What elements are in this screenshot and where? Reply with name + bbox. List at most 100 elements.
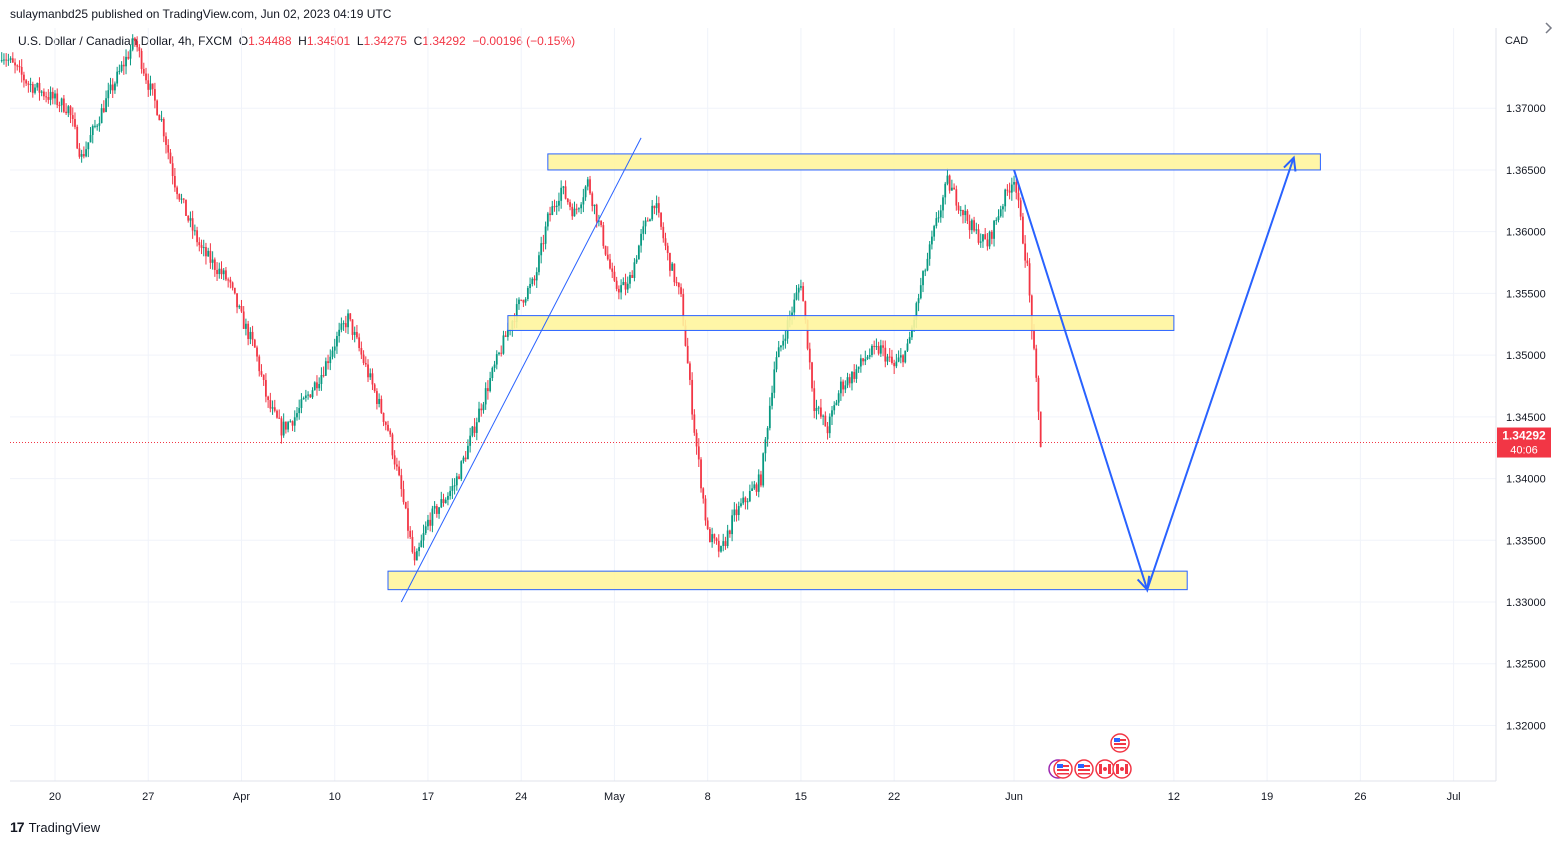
chart-grid	[10, 28, 1496, 781]
candle-body	[835, 402, 838, 406]
candle-body	[107, 90, 110, 99]
x-tick-label: 12	[1168, 791, 1180, 803]
candle	[49, 86, 52, 106]
candle-body	[373, 384, 376, 392]
candle	[760, 470, 762, 488]
candle	[919, 277, 922, 300]
candle	[578, 207, 580, 213]
candle	[882, 340, 884, 357]
candle	[489, 371, 492, 393]
scroll-right-icon[interactable]	[1545, 22, 1553, 34]
candle	[502, 330, 505, 355]
symbol-name[interactable]: U.S. Dollar / Canadian Dollar, 4h, FXCM	[18, 34, 233, 48]
candle-body	[23, 74, 25, 81]
candle	[504, 331, 507, 338]
low-value: 1.34275	[363, 34, 407, 48]
candle	[320, 367, 323, 391]
candle	[955, 185, 958, 211]
trendline[interactable]	[400, 137, 642, 603]
candle-body	[815, 407, 818, 412]
candle-body	[96, 125, 99, 127]
candle-body	[249, 331, 252, 340]
candle	[811, 361, 813, 392]
candle	[316, 375, 318, 396]
candle-body	[371, 373, 374, 385]
candle	[975, 222, 978, 235]
candle-body	[908, 337, 911, 344]
candle	[100, 103, 103, 124]
projection-path[interactable]	[1013, 157, 1295, 593]
candle-body	[722, 541, 725, 546]
candle-body	[498, 352, 500, 355]
candle-body	[828, 416, 831, 434]
tradingview-branding[interactable]: 17 TradingView	[10, 819, 100, 835]
x-tick-label: 10	[329, 791, 341, 803]
candle	[713, 533, 716, 544]
candle-body	[282, 421, 285, 436]
candle	[31, 81, 34, 98]
candle-body	[429, 519, 432, 526]
candle-body	[968, 220, 971, 231]
candle	[74, 112, 76, 130]
candle	[56, 88, 59, 109]
candle	[62, 95, 65, 114]
candle	[347, 309, 349, 335]
last-price-box	[1497, 427, 1551, 458]
candle-body	[977, 229, 980, 243]
candle	[5, 53, 8, 67]
candle	[205, 242, 207, 265]
candle-body	[296, 413, 298, 418]
candle	[702, 487, 705, 504]
candle	[1010, 177, 1013, 201]
candle-body	[591, 193, 594, 207]
candle	[373, 383, 376, 393]
candle	[420, 534, 423, 548]
candle	[573, 201, 576, 217]
candle-body	[356, 331, 358, 338]
candle	[411, 530, 414, 554]
candle-body	[715, 538, 718, 541]
sr-zone[interactable]	[507, 315, 1175, 331]
candle	[340, 317, 343, 333]
candle	[309, 394, 312, 398]
sr-zone[interactable]	[547, 153, 1321, 171]
candle	[529, 277, 531, 294]
candle-body	[480, 408, 483, 411]
candle-body	[970, 220, 973, 231]
candle-body	[122, 64, 125, 67]
candle	[418, 542, 420, 557]
candle	[282, 413, 285, 438]
candle	[855, 364, 858, 383]
candle	[367, 359, 369, 383]
candle	[1022, 212, 1024, 245]
candle	[202, 239, 205, 257]
candle	[107, 82, 110, 107]
sr-zone[interactable]	[387, 570, 1188, 591]
candle	[602, 221, 605, 249]
candle-body	[653, 205, 656, 209]
candle-body	[893, 363, 896, 367]
candle-body	[395, 464, 398, 467]
candle	[826, 422, 829, 440]
candle	[198, 237, 201, 252]
candle	[156, 99, 159, 116]
candle-body	[589, 179, 591, 194]
candle-body	[7, 59, 10, 61]
candle	[764, 436, 767, 462]
candle-body	[848, 377, 851, 384]
candle	[147, 73, 150, 97]
arrowhead-down-icon	[1136, 575, 1151, 592]
candle	[662, 222, 665, 243]
last-price-text: 1.34292	[1502, 429, 1546, 443]
candle	[655, 195, 658, 216]
economic-events[interactable]	[1048, 733, 1132, 779]
candle-body	[558, 200, 560, 206]
candle-body	[165, 136, 167, 145]
candle-body	[598, 220, 600, 222]
event-icon-us-2	[1074, 759, 1094, 779]
candle	[51, 87, 54, 105]
candle-body	[817, 407, 820, 409]
candle	[844, 380, 847, 394]
high-label: H	[298, 34, 307, 48]
